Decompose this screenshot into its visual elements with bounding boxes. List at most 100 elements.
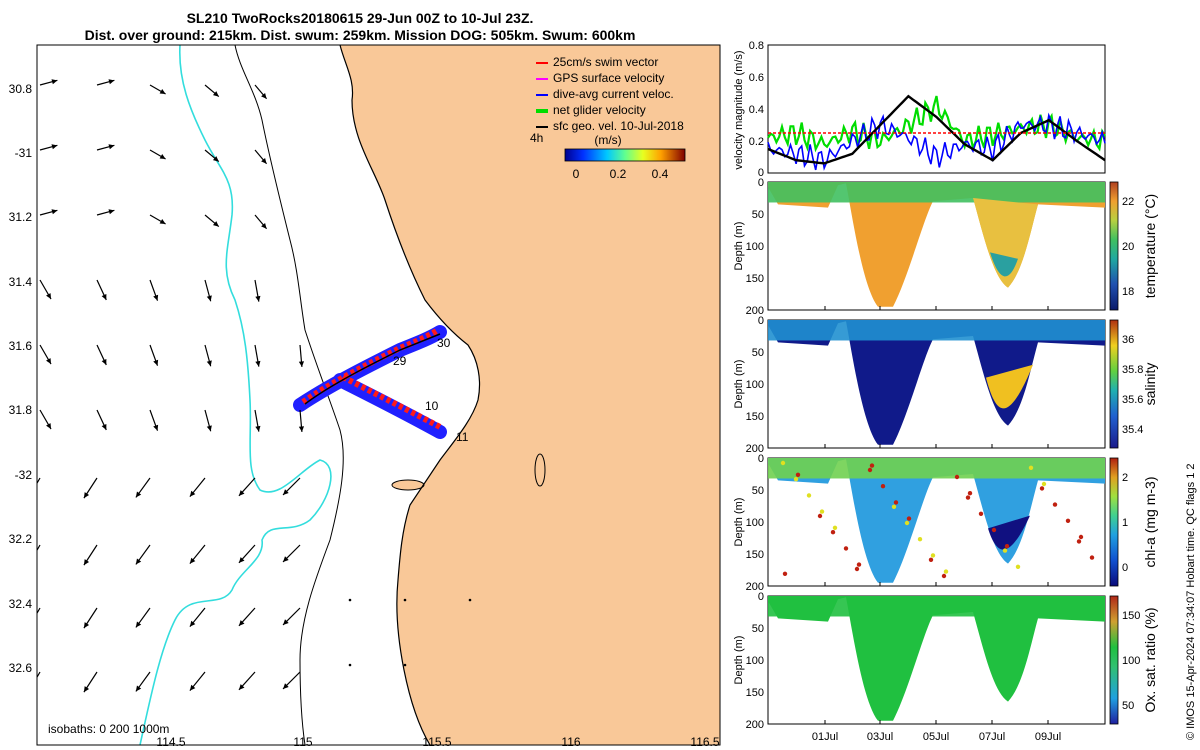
track-label: 29 bbox=[393, 354, 407, 368]
x-tick-label: 09Jul bbox=[1035, 731, 1061, 743]
current-arrow bbox=[96, 79, 115, 86]
chl-sample-dot bbox=[780, 460, 786, 466]
chl-sample-dot bbox=[843, 546, 849, 551]
current-arrow bbox=[39, 79, 58, 86]
y-tick-label: 200 bbox=[746, 581, 764, 593]
chart-subtitle: Dist. over ground: 215km. Dist. swum: 25… bbox=[84, 27, 636, 43]
current-arrow bbox=[39, 209, 58, 216]
isobath-0-coastline bbox=[339, 45, 481, 745]
chl-sample-dot bbox=[917, 537, 923, 542]
section-surface-layer bbox=[768, 320, 1105, 341]
section-feature bbox=[990, 252, 1018, 277]
current-arrow bbox=[135, 671, 151, 692]
y-tick-label: -32 bbox=[15, 468, 33, 482]
current-arrow bbox=[149, 214, 166, 225]
current-arrow bbox=[189, 671, 206, 692]
current-arrow bbox=[83, 477, 98, 499]
current-arrow bbox=[189, 607, 206, 628]
current-dot bbox=[468, 598, 472, 602]
colorbar-label: Ox. sat. ratio (%) bbox=[1142, 607, 1158, 712]
colorbar-label: salinity bbox=[1142, 363, 1158, 406]
current-arrow bbox=[83, 671, 98, 693]
chl-sample-dot bbox=[869, 463, 875, 468]
section-colorbar bbox=[1109, 319, 1119, 449]
colorbar-label: temperature (°C) bbox=[1142, 194, 1158, 298]
track-label: 10 bbox=[425, 399, 439, 413]
map-y-axis: 30.8 -31 31.2 31.4 31.6 31.8 -32 32.2 32… bbox=[9, 82, 33, 675]
current-arrow bbox=[204, 214, 220, 228]
velocity-series bbox=[767, 94, 1106, 171]
x-tick-label: 01Jul bbox=[812, 731, 838, 743]
legend-entry: sfc geo. vel. 10-Jul-2018 bbox=[553, 119, 684, 133]
y-tick-label: 0.2 bbox=[749, 136, 764, 148]
colorbar-tick-label: 1 bbox=[1122, 517, 1128, 529]
y-tick-label: 0.6 bbox=[749, 72, 764, 84]
section-colorbar bbox=[1109, 181, 1119, 311]
section-ylabel: Depth (m) bbox=[733, 360, 745, 409]
chl-sample-dot bbox=[991, 527, 997, 533]
chl-sample-dot bbox=[1078, 534, 1084, 540]
y-tick-label: 100 bbox=[746, 517, 764, 529]
section-surface-layer bbox=[768, 182, 1105, 203]
current-arrow bbox=[254, 409, 261, 432]
current-dot bbox=[403, 598, 407, 602]
current-arrow bbox=[96, 144, 115, 151]
y-tick-label: 200 bbox=[746, 305, 764, 317]
chl-sample-dot bbox=[906, 516, 912, 521]
y-tick-label: 32.4 bbox=[9, 597, 33, 611]
legend-entry: 25cm/s swim vector bbox=[553, 55, 658, 69]
chl-sample-dot bbox=[941, 573, 947, 579]
chl-sample-dot bbox=[1039, 486, 1045, 491]
chl-sample-dot bbox=[954, 474, 960, 480]
land-area bbox=[340, 45, 720, 745]
current-arrow bbox=[204, 279, 212, 302]
colorbar-tick-label: 20 bbox=[1122, 241, 1134, 253]
chl-sample-dot bbox=[795, 472, 801, 477]
y-tick-label: 30.8 bbox=[9, 82, 33, 96]
isobath-1000 bbox=[139, 45, 332, 745]
chl-sample-dot bbox=[1015, 564, 1021, 569]
current-arrow bbox=[254, 149, 268, 165]
chl-sample-dot bbox=[1028, 465, 1034, 470]
x-tick-label: 07Jul bbox=[979, 731, 1005, 743]
colorbar-tick-label: 0 bbox=[1122, 562, 1128, 574]
chl-sample-dot bbox=[1089, 555, 1095, 560]
velocity-y-ticks: 0.8 0.6 0.4 0.2 0 bbox=[749, 40, 764, 179]
current-arrow bbox=[204, 409, 212, 432]
chl-sample-dot bbox=[880, 484, 886, 489]
chl-sample-dot bbox=[928, 557, 934, 562]
section-surface-layer bbox=[768, 458, 1105, 479]
speed-colorbar-tick: 0.2 bbox=[610, 167, 627, 181]
chl-sample-dot bbox=[854, 566, 860, 572]
colorbar-tick-label: 18 bbox=[1122, 286, 1134, 298]
current-arrow bbox=[189, 477, 206, 498]
colorbar-tick-label: 35.8 bbox=[1122, 364, 1143, 376]
velocity-series-line bbox=[767, 94, 1106, 165]
legend-entry: GPS surface velocity bbox=[553, 71, 664, 85]
y-tick-label: 31.4 bbox=[9, 275, 33, 289]
x-tick-label: 03Jul bbox=[867, 731, 893, 743]
chl-sample-dot bbox=[904, 520, 910, 526]
y-tick-label: 0 bbox=[758, 453, 764, 465]
chl-sample-dot bbox=[1041, 481, 1047, 487]
chl-sample-dot bbox=[856, 562, 862, 567]
speed-colorbar-tick: 0.4 bbox=[652, 167, 669, 181]
section-ylabel: Depth (m) bbox=[733, 222, 745, 271]
x-tick-label: 114.5 bbox=[156, 735, 185, 749]
chl-sample-dot bbox=[965, 495, 971, 500]
legend-entry: dive-avg current veloc. bbox=[553, 87, 674, 101]
current-arrow bbox=[282, 544, 301, 563]
colorbar-tick-label: 35.4 bbox=[1122, 424, 1143, 436]
x-tick-label: 115.5 bbox=[422, 735, 451, 749]
current-arrow bbox=[96, 209, 115, 216]
speed-colorbar-tick: 0 bbox=[573, 167, 580, 181]
chl-sample-dot bbox=[891, 504, 897, 509]
current-arrow bbox=[149, 344, 159, 366]
y-tick-label: 150 bbox=[746, 687, 764, 699]
current-arrow bbox=[149, 149, 166, 160]
current-arrow bbox=[83, 607, 98, 629]
y-tick-label: -31 bbox=[15, 146, 33, 160]
colorbar-tick-label: 50 bbox=[1122, 700, 1134, 712]
map-frame bbox=[36, 44, 721, 746]
footer-credit: © IMOS 15-Apr-2024 07:34:07 Hobart time.… bbox=[1185, 463, 1197, 740]
